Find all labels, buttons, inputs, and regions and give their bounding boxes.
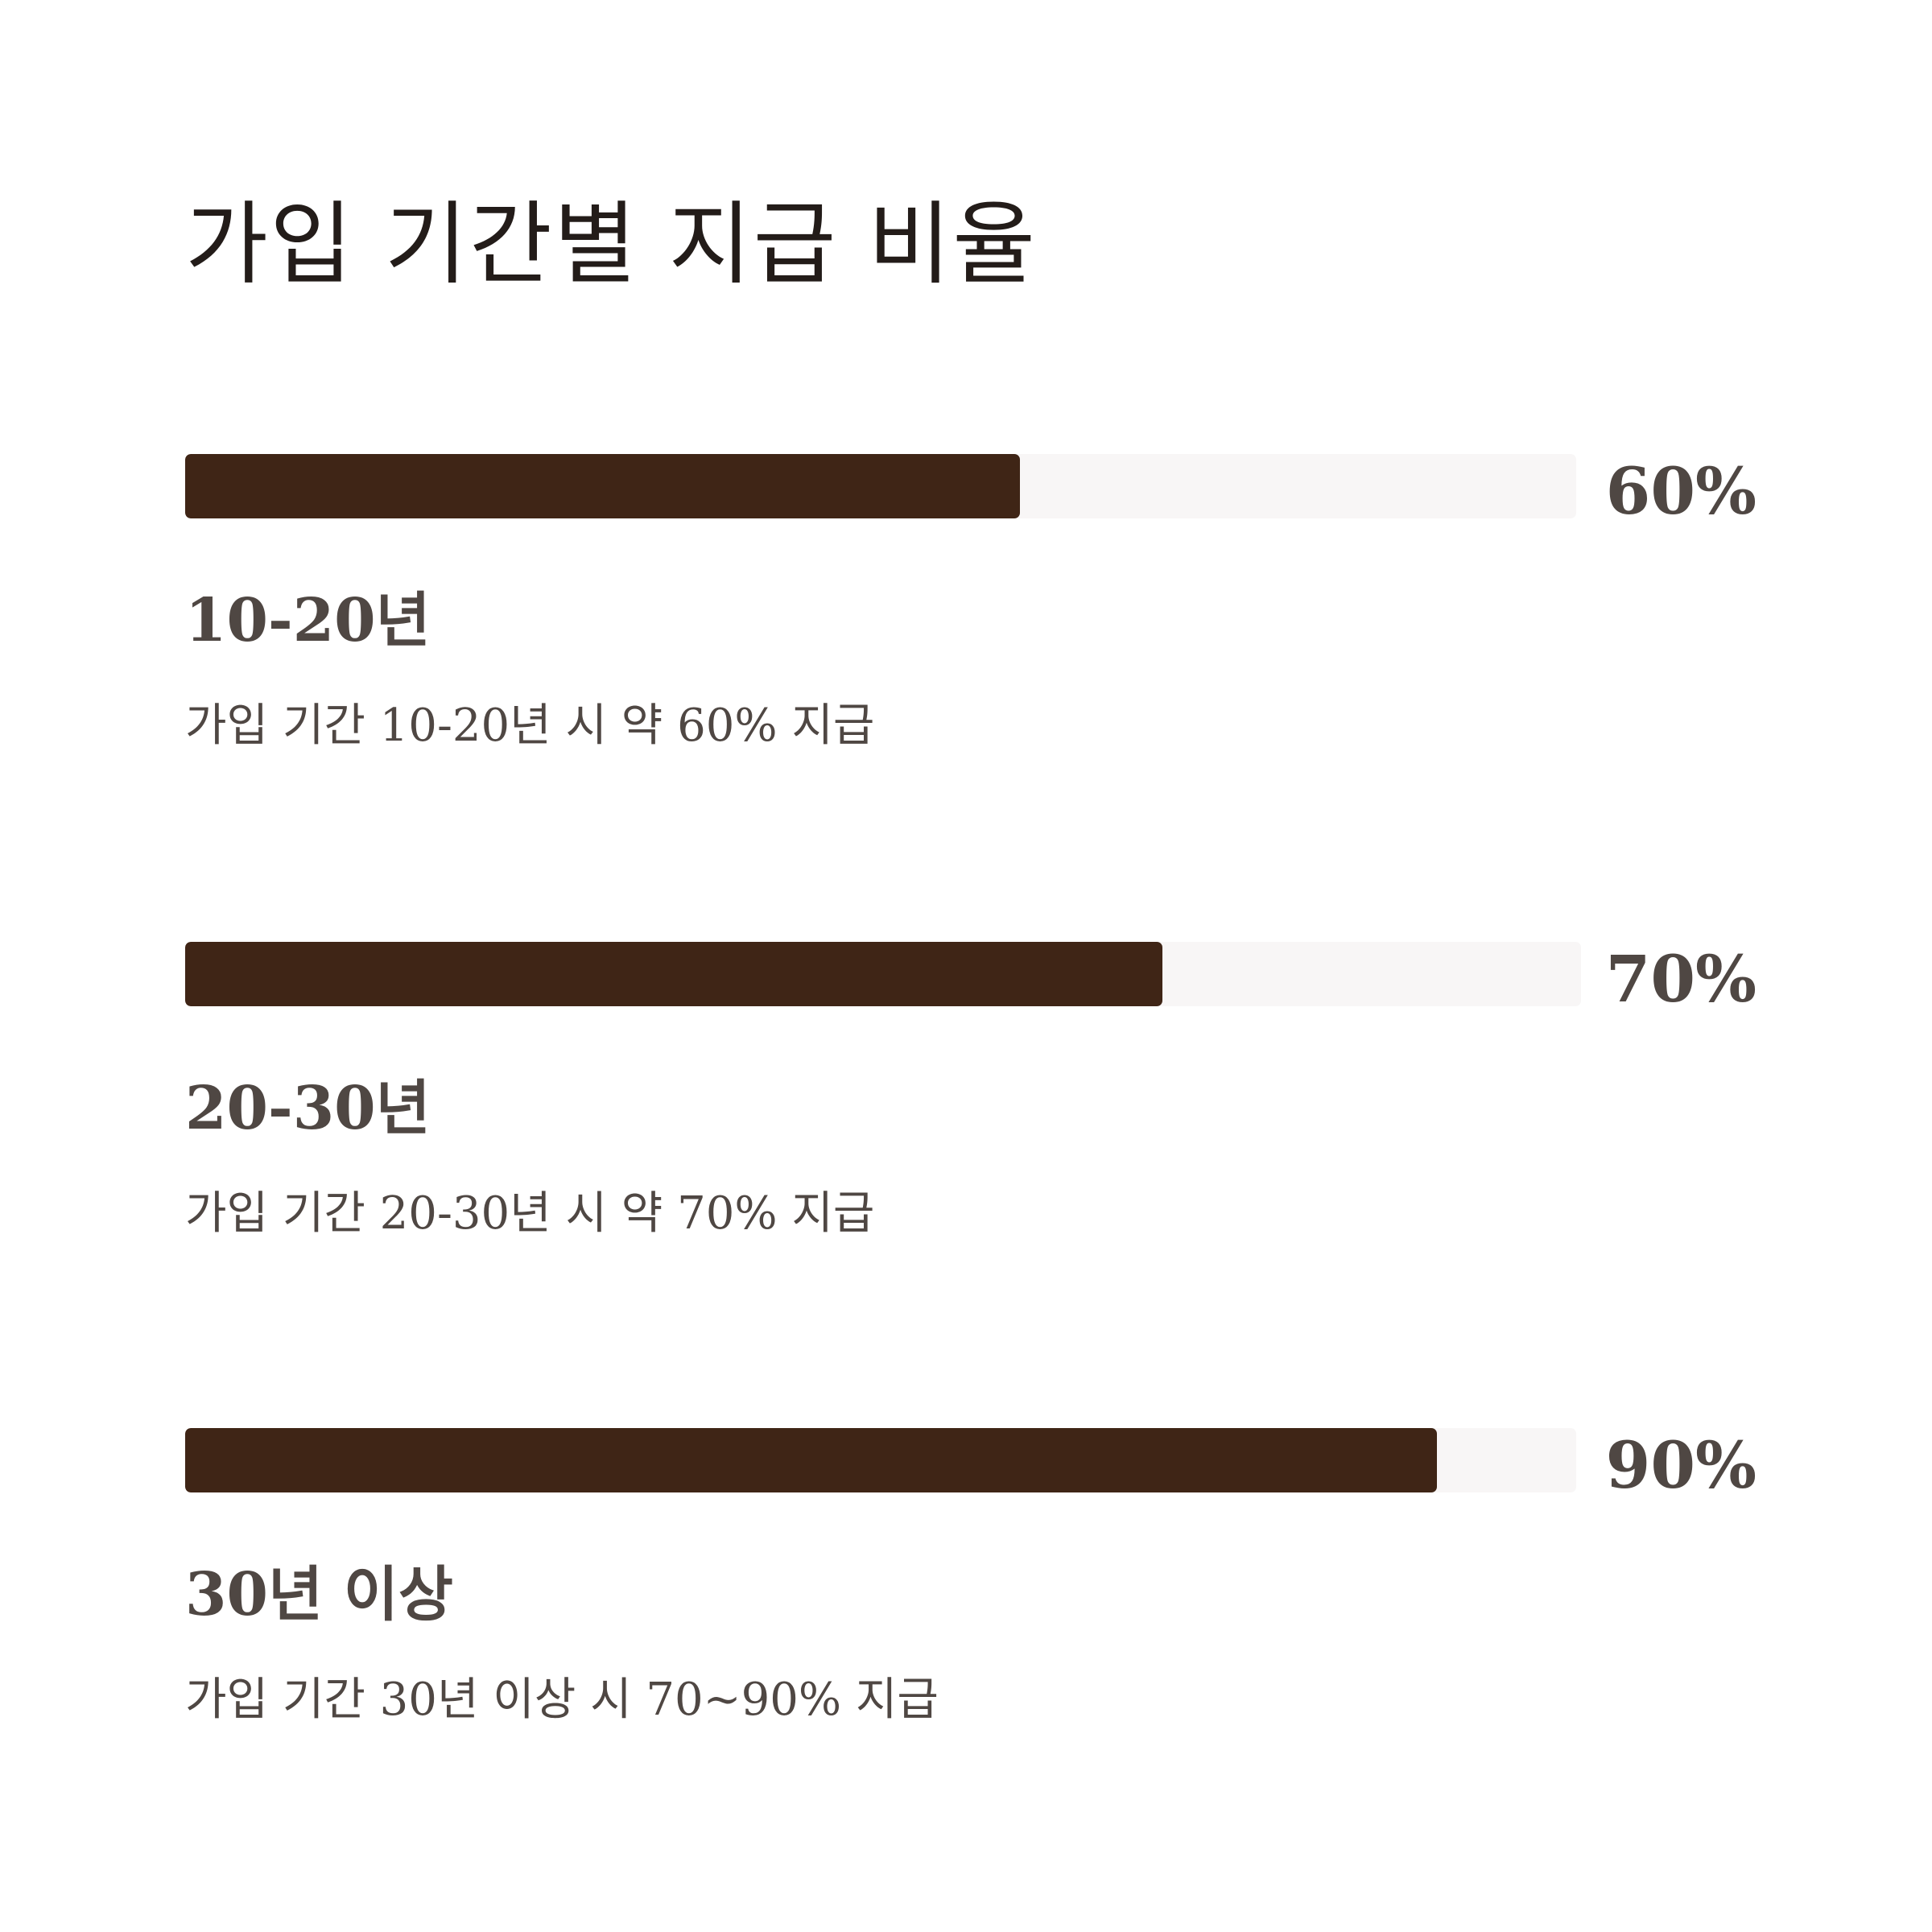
category-description: 가입 기간 30년 이상 시 70~90% 지급	[185, 1674, 939, 1726]
bar-value-label: 70%	[1605, 941, 1757, 1017]
category-label: 30년 이상	[185, 1560, 453, 1629]
bar-fill	[185, 942, 1162, 1006]
bar-value-label: 60%	[1605, 453, 1757, 529]
category-description: 가입 기간 10-20년 시 약 60% 지급	[185, 700, 875, 752]
bar-track	[185, 1428, 1576, 1492]
bar-fill	[185, 1428, 1438, 1492]
category-description: 가입 기간 20-30년 시 약 70% 지급	[185, 1187, 875, 1240]
bar-value-label: 90%	[1605, 1427, 1757, 1503]
bar-track	[185, 454, 1576, 518]
bar-track	[185, 942, 1581, 1006]
chart-title: 가입 기간별 지급 비율	[185, 192, 1038, 297]
bar-fill	[185, 454, 1020, 518]
category-label: 10-20년	[185, 586, 431, 655]
category-label: 20-30년	[185, 1074, 431, 1143]
